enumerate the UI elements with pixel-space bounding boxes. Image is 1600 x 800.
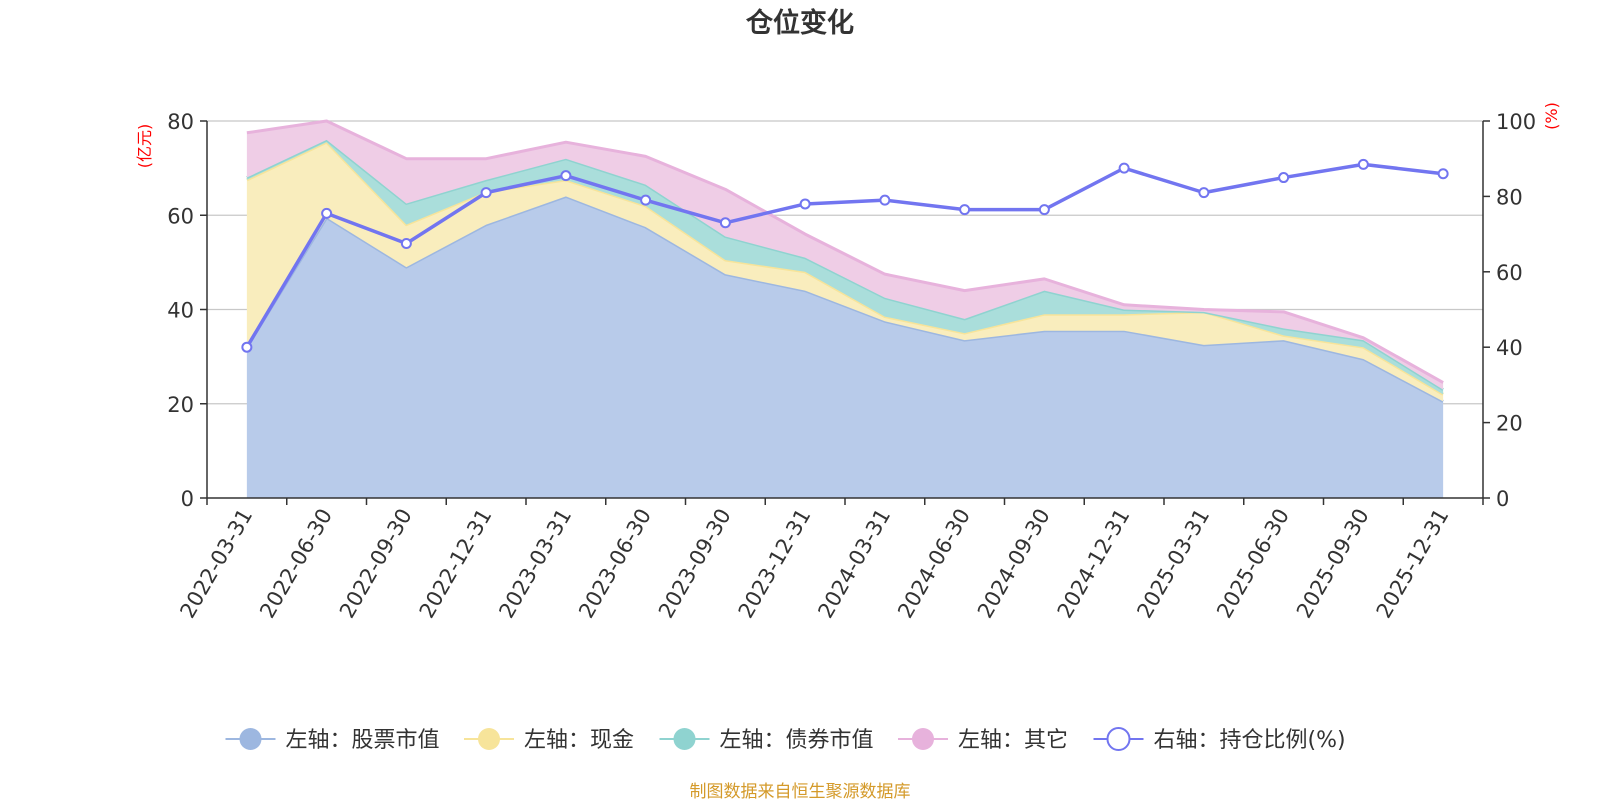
x-tick-label: 2023-03-31 [494,505,576,623]
x-tick-label: 2025-03-31 [1132,505,1214,623]
area-edge-series-3 [246,119,1444,384]
left-tick-label: 60 [167,204,194,228]
ratio-line [245,162,1444,349]
ratio-point [640,194,652,206]
ratio-point [1357,158,1369,170]
right-tick-label: 40 [1496,336,1523,360]
left-tick-label: 80 [167,110,194,134]
x-tick-label: 2024-09-30 [973,505,1055,623]
x-tick-label: 2023-06-30 [574,505,656,623]
ratio-point [321,207,333,219]
x-tick-label: 2024-06-30 [893,505,975,623]
legend-label: 左轴：其它 [958,728,1068,753]
stacked-areas [245,119,1444,498]
right-tick-label: 20 [1496,412,1523,436]
ratio-point [1278,172,1290,184]
left-axis-unit: (亿元) [135,124,154,169]
legend-marker-icon [478,728,500,750]
right-tick-label: 80 [1496,185,1523,209]
ratio-point [799,198,811,210]
right-axis-unit: (%) [1542,102,1561,130]
ratio-point [560,170,572,182]
legend-marker-icon [239,728,262,750]
ratio-point [879,194,891,206]
x-tick-label: 2023-12-31 [734,505,816,623]
right-tick-label: 100 [1496,110,1536,134]
legend-marker-icon [1106,727,1131,751]
x-tick-label: 2025-09-30 [1292,505,1374,623]
ratio-point [1038,204,1050,216]
ratio-point [1198,187,1210,199]
x-tick-label: 2024-03-31 [813,505,895,623]
x-tick-label: 2024-12-31 [1053,505,1135,623]
x-tick-label: 2022-12-31 [415,505,497,623]
legend-item-3: 左轴：其它 [898,728,1068,753]
area-series-0 [246,196,1444,498]
ratio-point [1437,168,1449,180]
legend-label: 右轴：持仓比例(%) [1154,728,1346,753]
legend-marker-icon [673,728,696,750]
x-tick-label: 2022-09-30 [335,505,417,623]
legend-marker-icon [912,728,934,750]
legend-item-4: 右轴：持仓比例(%) [1093,727,1346,753]
x-tick-label: 2023-09-30 [654,505,736,623]
legend-label: 左轴：现金 [524,728,634,753]
legend-item-2: 左轴：债券市值 [659,728,874,753]
legend: 左轴：股票市值 左轴：现金 左轴：债券市值 左轴：其它 右轴：持仓比例(%) [225,727,1346,753]
left-tick-label: 20 [167,393,194,417]
x-tick-label: 2022-03-31 [175,505,257,623]
left-tick-label: 40 [167,299,194,323]
left-tick-label: 0 [181,487,194,511]
ratio-point [480,187,492,199]
right-tick-label: 60 [1496,261,1523,285]
x-tick-label: 2022-06-30 [255,505,337,623]
x-tick-label: 2025-06-30 [1212,505,1294,623]
ratio-point [959,204,971,216]
ratio-point [400,238,412,250]
legend-item-0: 左轴：股票市值 [225,728,440,753]
ratio-point [1118,162,1130,174]
source-note: 制图数据来自恒生聚源数据库 [690,782,911,800]
ratio-point [241,341,253,353]
x-tick-label: 2025-12-31 [1372,505,1454,623]
ratio-line-layer [241,158,1449,353]
right-tick-label: 0 [1496,487,1509,511]
chart-title: 仓位变化 [745,7,854,39]
legend-label: 左轴：股票市值 [286,728,440,753]
legend-label: 左轴：债券市值 [720,728,874,753]
ratio-point [719,217,731,229]
legend-item-1: 左轴：现金 [464,728,634,753]
